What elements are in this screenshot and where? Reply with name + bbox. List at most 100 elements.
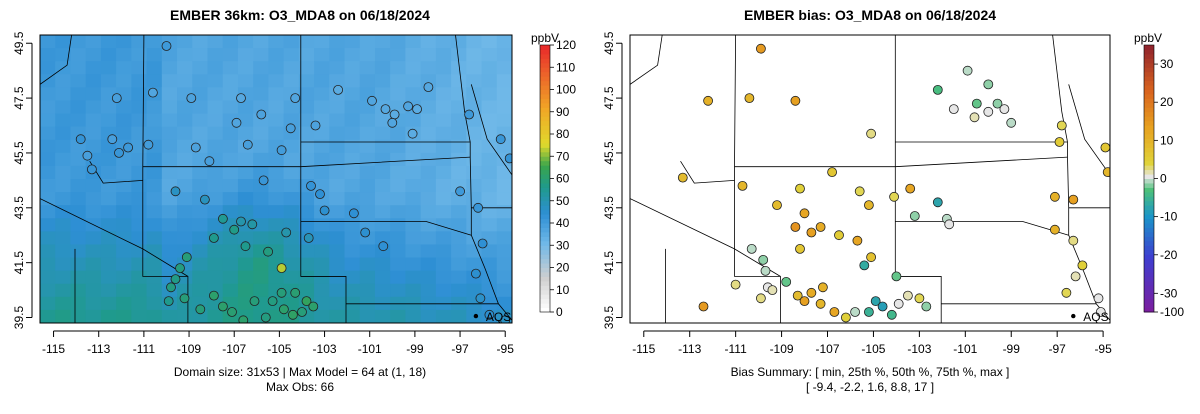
heatmap-cell: [55, 87, 72, 102]
obs-point: [161, 41, 172, 51]
state-border: [734, 156, 1068, 168]
obs-point: [495, 134, 506, 145]
heatmap-cell: [146, 35, 163, 49]
colorbar-segment: [540, 258, 550, 264]
heatmap-cell: [268, 309, 285, 323]
heatmap-cell: [177, 309, 193, 323]
panel-bias: EMBER bias: O3_MDA8 on 06/18/2024 AQS -1…: [600, 0, 1200, 409]
y-tick-label: 39.5: [602, 306, 616, 330]
colorbar-segment: [540, 298, 550, 304]
heatmap-cell: [40, 139, 56, 154]
heatmap-cell: [298, 126, 315, 141]
colorbar-segment: [540, 227, 550, 233]
bias-point: [758, 254, 769, 265]
colorbar-segment: [540, 71, 550, 77]
heatmap-cell: [496, 205, 512, 219]
obs-point: [455, 186, 466, 197]
heatmap-cell: [298, 165, 315, 180]
heatmap-cell: [466, 192, 483, 206]
colorbar-segment: [540, 76, 550, 82]
heatmap-cell: [481, 179, 498, 193]
heatmap-cell: [161, 139, 178, 154]
heatmap-cell: [70, 87, 87, 102]
heatmap-cell: [314, 165, 330, 180]
heatmap-cell: [268, 48, 285, 62]
heatmap-cell: [466, 35, 483, 49]
heatmap-cell: [207, 179, 224, 193]
heatmap-cell: [329, 296, 346, 311]
colorbar-segment: [540, 85, 550, 90]
heatmap-cell: [359, 74, 376, 88]
colorbar-unit: ppbV: [1134, 31, 1162, 45]
colorbar-segment: [540, 120, 550, 126]
heatmap-cell: [435, 139, 452, 154]
colorbar-tick-label: 30: [1160, 57, 1174, 71]
heatmap-cell: [435, 192, 452, 206]
colorbar-segment: [540, 129, 550, 135]
colorbar-segment: [540, 160, 550, 166]
heatmap-cell: [344, 283, 361, 298]
colorbar-tick-label: 90: [556, 105, 570, 119]
heatmap-cell: [435, 152, 452, 167]
obs-point: [423, 82, 434, 92]
bias-point: [737, 180, 748, 191]
heatmap-cell: [268, 218, 285, 232]
heatmap-cell: [131, 257, 148, 272]
heatmap-cell: [116, 61, 132, 75]
heatmap-cell: [283, 152, 300, 167]
heatmap-cell: [161, 113, 178, 128]
colorbar-segment: [1144, 205, 1154, 211]
heatmap-cell: [420, 244, 437, 259]
heatmap-cell: [314, 74, 330, 88]
heatmap-cell: [344, 257, 361, 272]
heatmap-cell: [420, 205, 437, 219]
heatmap-cell: [131, 35, 148, 49]
obs-point: [227, 307, 237, 317]
bias-point: [877, 301, 888, 312]
heatmap-cell: [161, 87, 178, 102]
colorbar-segment: [540, 200, 550, 206]
colorbar-segment: [540, 111, 550, 117]
heatmap-cell: [496, 192, 512, 206]
heatmap-cell: [100, 165, 117, 180]
heatmap-cell: [405, 244, 422, 259]
heatmap-cell: [496, 61, 512, 75]
colorbar-segment: [1144, 138, 1154, 144]
heatmap-cell: [207, 165, 224, 180]
heatmap-cell: [451, 139, 467, 154]
heatmap-cell: [40, 205, 56, 219]
heatmap-cell: [374, 205, 391, 219]
heatmap-cell: [237, 165, 254, 180]
colorbar-segment: [1144, 280, 1154, 286]
panel-heatmap: EMBER 36km: O3_MDA8 on 06/18/2024 AQS -1…: [0, 0, 600, 409]
bias-point: [886, 309, 897, 320]
heatmap-cell: [268, 244, 285, 259]
colorbar-tick-label: 120: [556, 38, 576, 52]
heatmap-cell: [329, 139, 346, 154]
heatmap-cell: [222, 139, 239, 154]
y-tick-label: 49.5: [12, 31, 26, 55]
heatmap-cell: [55, 100, 72, 115]
bias-point: [983, 79, 994, 90]
heatmap-cell: [177, 283, 193, 298]
heatmap-cell: [146, 283, 163, 298]
heatmap-cell: [268, 35, 285, 49]
heatmap-cell: [344, 48, 361, 62]
plot-frame: [629, 34, 1111, 324]
heatmap-cell: [329, 152, 346, 167]
heatmap-chart: EMBER 36km: O3_MDA8 on 06/18/2024 AQS -1…: [12, 7, 576, 394]
heatmap-cell: [70, 113, 87, 128]
heatmap-cell: [70, 48, 87, 62]
heatmap-cell: [451, 35, 467, 49]
colorbar-segment: [1144, 129, 1154, 135]
heatmap-cell: [268, 231, 285, 246]
plot-frame: [39, 34, 513, 324]
obs-point: [163, 296, 174, 307]
state-border: [142, 35, 189, 323]
heatmap-cell: [481, 100, 498, 115]
colorbar-segment: [1144, 107, 1154, 113]
colorbar-segment: [1144, 49, 1154, 55]
obs-point: [123, 142, 134, 153]
colorbar-segment: [1144, 236, 1154, 242]
